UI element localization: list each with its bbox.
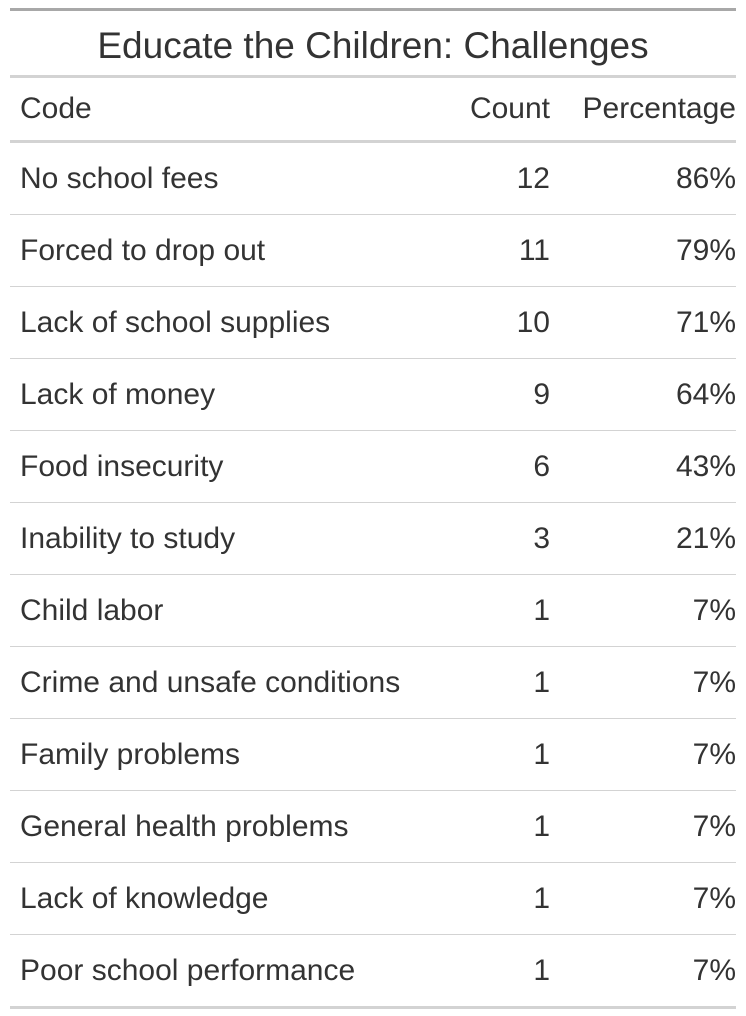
cell-percentage: 7% <box>550 790 736 863</box>
cell-count: 10 <box>440 286 550 359</box>
cell-code: Crime and unsafe conditions <box>10 646 440 719</box>
table-row: General health problems 1 7% <box>10 790 736 863</box>
cell-count: 6 <box>440 430 550 503</box>
cell-code: No school fees <box>10 141 440 215</box>
cell-count: 12 <box>440 141 550 215</box>
cell-code: Lack of money <box>10 358 440 431</box>
table-row: Lack of money 9 64% <box>10 358 736 431</box>
table-row: Forced to drop out 11 79% <box>10 214 736 287</box>
table-title: Educate the Children: Challenges <box>10 11 736 78</box>
table-row: Lack of school supplies 10 71% <box>10 286 736 359</box>
cell-count: 1 <box>440 646 550 719</box>
cell-count: 1 <box>440 574 550 647</box>
cell-percentage: 7% <box>550 862 736 935</box>
cell-percentage: 21% <box>550 502 736 575</box>
cell-count: 9 <box>440 358 550 431</box>
column-header-percentage: Percentage <box>550 78 736 143</box>
column-header-code: Code <box>10 78 440 143</box>
table-row: Poor school performance 1 7% <box>10 934 736 1009</box>
challenges-table: Code Count Percentage No school fees 12 86… <box>10 78 736 1009</box>
cell-percentage: 7% <box>550 934 736 1009</box>
cell-count: 11 <box>440 214 550 287</box>
cell-count: 1 <box>440 934 550 1009</box>
cell-code: Forced to drop out <box>10 214 440 287</box>
cell-count: 3 <box>440 502 550 575</box>
cell-code: Poor school performance <box>10 934 440 1009</box>
cell-percentage: 64% <box>550 358 736 431</box>
cell-percentage: 7% <box>550 718 736 791</box>
table-row: Crime and unsafe conditions 1 7% <box>10 646 736 719</box>
table-row: No school fees 12 86% <box>10 141 736 215</box>
cell-code: Lack of knowledge <box>10 862 440 935</box>
table-header: Code Count Percentage <box>10 78 736 143</box>
cell-percentage: 86% <box>550 141 736 215</box>
cell-percentage: 71% <box>550 286 736 359</box>
header-row: Code Count Percentage <box>10 78 736 143</box>
cell-percentage: 7% <box>550 646 736 719</box>
cell-count: 1 <box>440 862 550 935</box>
cell-percentage: 7% <box>550 574 736 647</box>
table-row: Inability to study 3 21% <box>10 502 736 575</box>
cell-count: 1 <box>440 718 550 791</box>
cell-code: Food insecurity <box>10 430 440 503</box>
column-header-count: Count <box>440 78 550 143</box>
cell-code: Lack of school supplies <box>10 286 440 359</box>
cell-code: General health problems <box>10 790 440 863</box>
cell-count: 1 <box>440 790 550 863</box>
table-top-rule <box>10 8 736 11</box>
cell-code: Inability to study <box>10 502 440 575</box>
table-row: Child labor 1 7% <box>10 574 736 647</box>
challenges-table-container: Educate the Children: Challenges Code Co… <box>10 8 736 1009</box>
cell-percentage: 43% <box>550 430 736 503</box>
cell-code: Family problems <box>10 718 440 791</box>
table-row: Family problems 1 7% <box>10 718 736 791</box>
cell-percentage: 79% <box>550 214 736 287</box>
table-row: Lack of knowledge 1 7% <box>10 862 736 935</box>
cell-code: Child labor <box>10 574 440 647</box>
table-body: No school fees 12 86% Forced to drop out 11 7… <box>10 141 736 1009</box>
table-row: Food insecurity 6 43% <box>10 430 736 503</box>
